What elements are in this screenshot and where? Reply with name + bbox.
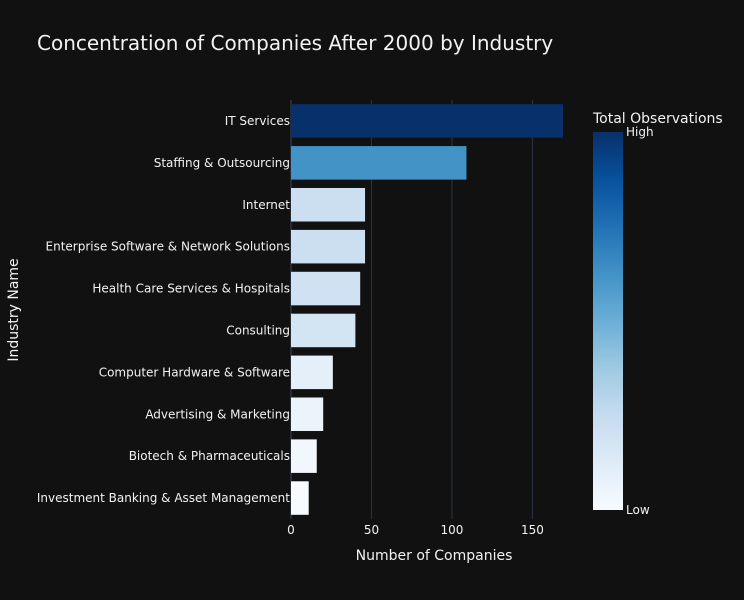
category-label: Consulting [226, 323, 290, 337]
category-label: Health Care Services & Hospitals [92, 282, 290, 296]
x-tick-label: 0 [287, 523, 295, 537]
bar[interactable] [291, 271, 361, 306]
x-tick-labels: 0 50 100 150 [287, 523, 544, 537]
category-label: Biotech & Pharmaceuticals [129, 449, 290, 463]
colorbar-title: Total Observations [592, 111, 723, 127]
bar[interactable] [291, 313, 356, 348]
y-axis-title: Industry Name [6, 258, 22, 361]
colorbar-gradient [593, 132, 623, 510]
bar[interactable] [291, 481, 309, 515]
x-tick-label: 50 [364, 523, 379, 537]
x-axis-title: Number of Companies [356, 548, 513, 564]
bar[interactable] [291, 439, 317, 473]
x-tick-label: 100 [440, 523, 463, 537]
bar[interactable] [291, 187, 366, 222]
category-label: Staffing & Outsourcing [154, 156, 290, 170]
category-labels: IT Services Staffing & Outsourcing Interne… [37, 114, 290, 505]
colorbar: Total Observations High Low [592, 111, 723, 517]
category-label: Investment Banking & Asset Management [37, 491, 290, 505]
colorbar-tick-low: Low [626, 503, 650, 517]
x-tick-label: 150 [521, 523, 544, 537]
category-label: Advertising & Marketing [145, 407, 290, 421]
bars [291, 104, 563, 515]
bar[interactable] [291, 104, 563, 138]
category-label: Computer Hardware & Software [99, 365, 290, 379]
chart-title: Concentration of Companies After 2000 by… [37, 31, 553, 55]
colorbar-tick-high: High [626, 125, 654, 139]
category-label: Internet [242, 198, 290, 212]
bar[interactable] [291, 229, 366, 264]
bar[interactable] [291, 146, 467, 180]
bar[interactable] [291, 355, 333, 390]
bar[interactable] [291, 397, 324, 432]
category-label: IT Services [225, 114, 290, 128]
category-label: Enterprise Software & Network Solutions [46, 240, 290, 254]
